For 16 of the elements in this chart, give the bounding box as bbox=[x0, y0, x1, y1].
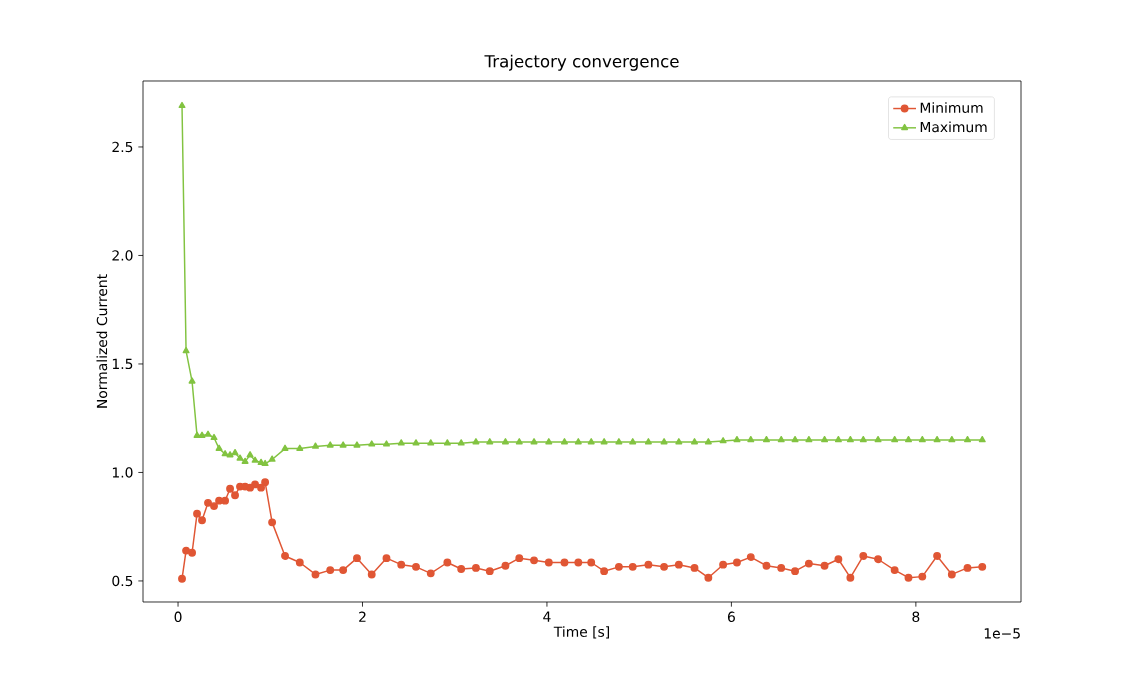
chart-title: Trajectory convergence bbox=[484, 54, 679, 71]
legend-label: Minimum bbox=[920, 102, 983, 113]
y-tick-label: 2.0 bbox=[112, 250, 133, 261]
text: 1e−5 bbox=[984, 628, 1020, 639]
y-tick-label: 2.5 bbox=[112, 141, 133, 153]
x-axis-title: Time [s] bbox=[553, 626, 609, 639]
x-tick-label: 8 bbox=[912, 611, 920, 623]
y-tick-label: 1.5 bbox=[112, 358, 133, 370]
y-axis-title: Normalized Current bbox=[96, 274, 108, 408]
y-tick-label: 0.5 bbox=[112, 575, 133, 587]
x-tick-label: 2 bbox=[359, 611, 366, 622]
y-tick-label: 1.0 bbox=[112, 467, 133, 478]
legend-label: Maximum bbox=[920, 121, 987, 133]
x-tick-label: 4 bbox=[543, 611, 551, 622]
x-tick-label: 0 bbox=[174, 611, 182, 623]
x-tick-label: 6 bbox=[727, 611, 735, 623]
